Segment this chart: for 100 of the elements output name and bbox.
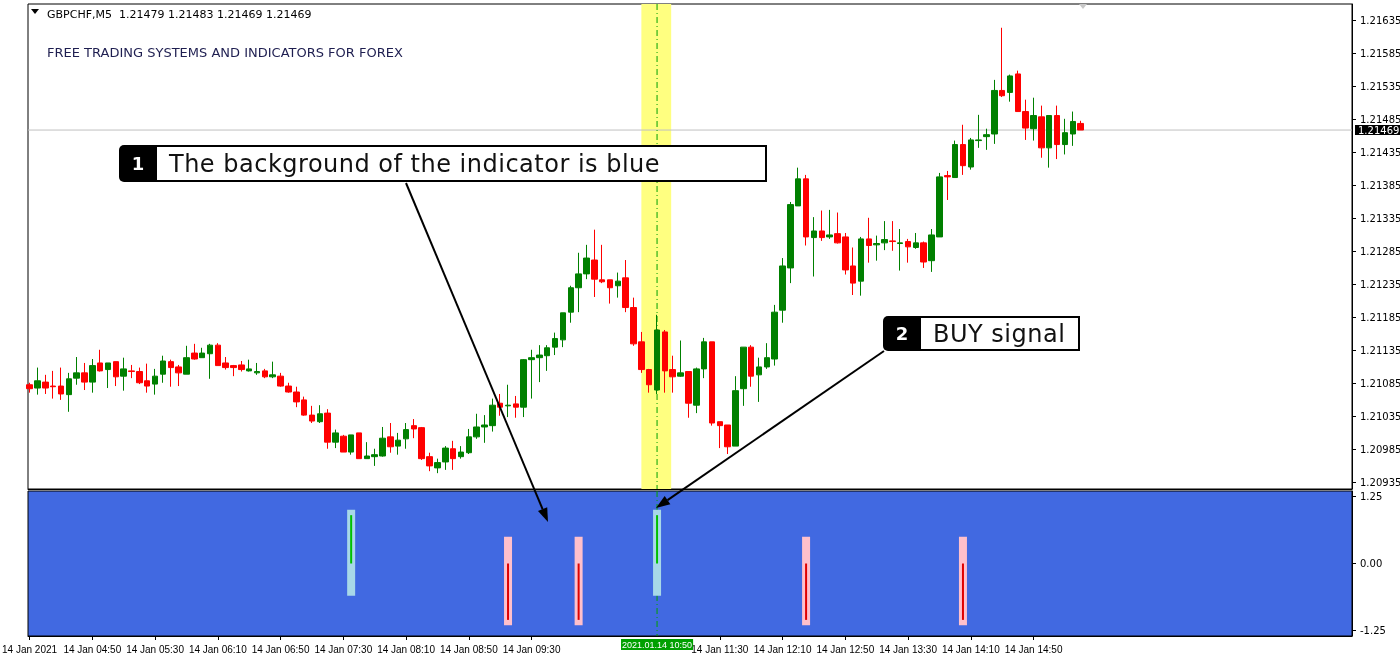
x-tick-label: 14 Jan 12:50	[816, 643, 875, 655]
y-tick-label: 1.21035	[1360, 410, 1400, 422]
y-tick-label: 1.21635	[1360, 15, 1400, 26]
candlestick	[395, 432, 401, 456]
candlestick	[348, 434, 354, 456]
candlestick	[709, 341, 715, 427]
y-tick-label: -1.25	[1360, 625, 1386, 637]
x-tick-label: 14 Jan 13:30	[879, 643, 938, 655]
y-tick-label: 1.21135	[1360, 344, 1400, 356]
candlestick	[944, 170, 951, 201]
x-tick-label: 14 Jan 05:30	[126, 643, 185, 655]
bar	[656, 515, 659, 564]
y-tick-label: 1.20985	[1360, 443, 1400, 455]
candlestick	[356, 432, 362, 460]
candlestick	[552, 332, 558, 356]
ref-line-label: 1.21469	[1358, 124, 1400, 136]
candlestick	[97, 349, 103, 373]
y-tick-label: 1.21435	[1360, 146, 1400, 158]
candlestick	[654, 314, 660, 395]
candlestick	[246, 359, 252, 373]
candlestick	[866, 217, 872, 264]
candlestick	[740, 346, 747, 407]
x-tick-label: 14 Jan 2021	[2, 643, 58, 655]
y-tick-label: 0.00	[1360, 558, 1383, 569]
candlestick	[26, 382, 33, 394]
candlestick	[1038, 105, 1045, 159]
x-tick-label: 14 Jan 06:10	[188, 643, 248, 655]
candlestick	[191, 343, 198, 361]
candlestick	[120, 357, 127, 392]
candlestick	[1046, 115, 1052, 169]
candlestick	[332, 429, 339, 449]
candlestick	[505, 384, 511, 418]
y-tick-label: 1.21285	[1360, 245, 1400, 257]
y-tick-label: 1.21385	[1360, 179, 1400, 191]
candlestick	[160, 355, 166, 384]
candlestick	[89, 358, 96, 394]
candlestick	[1077, 120, 1084, 131]
x-tick-label: 14 Jan 07:30	[314, 643, 373, 655]
bar	[577, 563, 580, 620]
candlestick	[1062, 118, 1068, 155]
candlestick	[960, 124, 966, 176]
chart-title: GBPCHF,M5 1.21479 1.21483 1.21469 1.21469	[47, 8, 312, 21]
candlestick	[387, 422, 394, 454]
callout: 1 The background of the indicator is blue	[119, 145, 767, 182]
candlestick	[748, 344, 754, 388]
candlestick	[560, 312, 566, 348]
candlestick	[811, 216, 817, 278]
x-tick-label: 14 Jan 14:50	[1004, 643, 1063, 655]
candlestick	[58, 367, 64, 401]
candlestick	[897, 228, 903, 272]
candlestick	[152, 368, 158, 396]
y-tick-label: 1.21335	[1360, 212, 1400, 224]
candlestick	[1070, 111, 1076, 147]
candlestick	[952, 140, 958, 179]
candlestick	[819, 210, 825, 242]
ref-line-label: 2021.01.14 10:50	[622, 639, 693, 650]
annotation: BUY signal	[921, 316, 1080, 351]
candlestick	[458, 445, 464, 460]
candlestick	[317, 404, 323, 424]
candlestick	[340, 434, 347, 453]
x-tick-label: 14 Jan 09:30	[502, 643, 561, 655]
candlestick	[324, 408, 331, 450]
candlestick	[254, 362, 260, 376]
candlestick	[1030, 97, 1037, 142]
annotation: 1	[119, 145, 157, 182]
annotation: 2	[883, 316, 921, 351]
candlestick	[269, 361, 276, 379]
x-tick-label: 14 Jan 04:50	[63, 643, 122, 655]
candlestick	[858, 236, 864, 297]
candlestick	[889, 220, 896, 252]
x-tick-label: 14 Jan 08:10	[377, 643, 436, 655]
y-tick-label: 1.21485	[1360, 113, 1400, 125]
candlestick	[685, 371, 692, 419]
candlestick	[756, 357, 762, 403]
candlestick	[615, 272, 621, 299]
candlestick	[183, 345, 190, 375]
candlestick	[732, 375, 739, 447]
x-tick-label: 14 Jan 11:30	[691, 643, 749, 655]
candlestick	[803, 174, 809, 247]
x-tick-label: 14 Jan 12:10	[753, 643, 812, 655]
candlestick	[262, 368, 268, 379]
candlestick	[105, 362, 111, 389]
annotation: The background of the indicator is blue	[157, 145, 767, 182]
y-tick-label: 1.21585	[1360, 47, 1400, 59]
candlestick	[826, 209, 833, 240]
text: FREE TRADING SYSTEMS AND INDICATORS FOR FOREX	[47, 45, 403, 60]
y-tick-label: 1.21235	[1360, 278, 1400, 290]
candlestick	[677, 340, 684, 378]
bar	[961, 563, 964, 620]
bar	[350, 515, 353, 564]
candlestick	[607, 279, 613, 305]
candlestick	[1007, 74, 1013, 103]
bar	[507, 563, 510, 620]
y-tick-label: 1.21185	[1360, 311, 1400, 323]
y-tick-label: 1.21085	[1360, 377, 1400, 389]
candlestick	[81, 362, 88, 391]
candlestick	[450, 440, 456, 471]
candlestick	[199, 347, 205, 359]
candlestick	[999, 27, 1005, 98]
bar	[805, 563, 808, 620]
